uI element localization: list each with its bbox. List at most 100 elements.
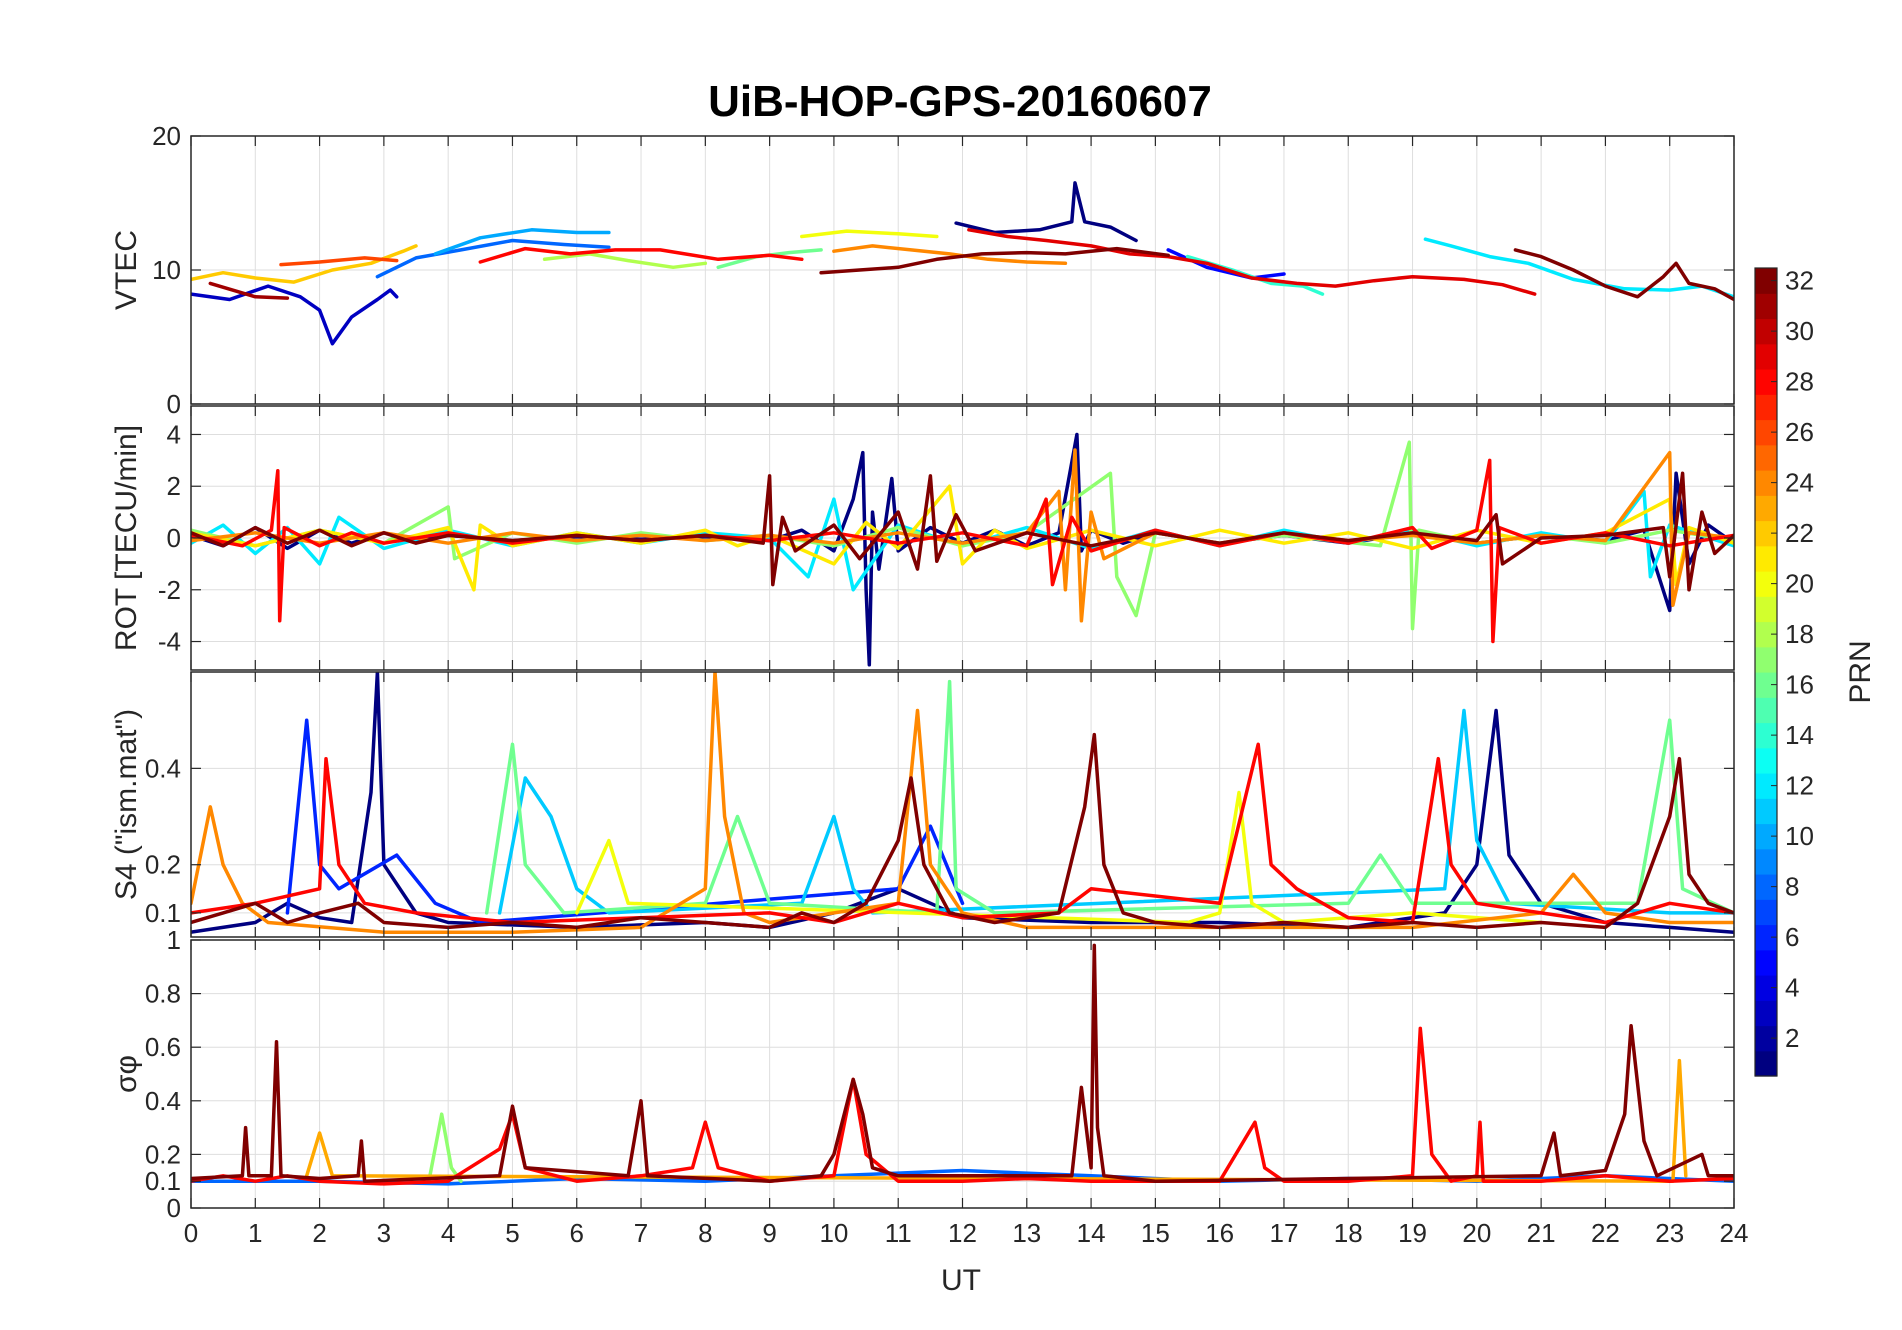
- colorbar-swatch: [1755, 495, 1777, 522]
- x-tick-label: 11: [885, 1218, 912, 1248]
- x-tick-label: 6: [570, 1218, 584, 1248]
- series-line-prn-17: [191, 440, 1734, 631]
- colorbar-tick-label: 4: [1785, 973, 1799, 1003]
- y-tick-label: 10: [152, 255, 181, 285]
- colorbar-tick-label: 24: [1785, 468, 1814, 498]
- y-tick-label: 0: [167, 1193, 181, 1223]
- series-group: [191, 432, 1734, 667]
- series-line-prn-3: [191, 284, 399, 346]
- colorbar-swatch: [1755, 369, 1777, 395]
- colorbar-swatch: [1755, 899, 1777, 926]
- series-group: [191, 943, 1734, 1186]
- colorbar-swatch: [1755, 621, 1777, 648]
- y-tick-label: 2: [167, 471, 181, 501]
- y-tick-label: 0: [167, 523, 181, 553]
- y-tick-label: -4: [158, 627, 181, 657]
- panel-2: -4 -2 0 2 4 ROT [TECU/min]: [110, 405, 1735, 671]
- colorbar-swatch: [1755, 470, 1777, 496]
- y-tick-label: -2: [158, 575, 181, 605]
- colorbar-swatch: [1755, 293, 1777, 320]
- series-line-prn-28: [191, 742, 1734, 925]
- series-line-prn-28: [191, 458, 1734, 644]
- colorbar-swatch: [1755, 596, 1777, 623]
- x-tick-label: 10: [819, 1218, 848, 1248]
- series-line-prn-8: [375, 238, 611, 279]
- series-line-prn-16: [484, 679, 1734, 915]
- series-line-prn-20: [800, 229, 939, 239]
- colorbar-tick-label: 28: [1785, 367, 1814, 397]
- x-tick-label: 14: [1077, 1218, 1106, 1248]
- x-tick-label: 0: [184, 1218, 198, 1248]
- series-line-prn-11: [497, 708, 1734, 915]
- y-tick-label: 0.4: [145, 753, 181, 783]
- colorbar-swatch: [1755, 646, 1777, 673]
- colorbar-swatch: [1755, 343, 1777, 370]
- panel-3: 0.1 0.2 0.4S4 ("ism.mat"): [110, 671, 1735, 938]
- x-tick-label: 24: [1720, 1218, 1749, 1248]
- colorbar-tick-label: 6: [1785, 922, 1799, 952]
- y-tick-label: 0.4: [145, 1086, 181, 1116]
- x-tick-label: 9: [762, 1218, 776, 1248]
- colorbar-swatch: [1755, 571, 1777, 597]
- colorbar-swatch: [1755, 268, 1777, 294]
- colorbar-swatch: [1755, 419, 1777, 446]
- y-axis-label: σφ: [110, 1055, 143, 1093]
- colorbar-label: PRN: [1844, 640, 1877, 703]
- x-axis-label: UT: [941, 1264, 981, 1297]
- colorbar-swatch: [1755, 949, 1777, 976]
- x-tick-label: 21: [1527, 1218, 1556, 1248]
- series-line-prn-32: [191, 732, 1734, 930]
- colorbar-tick-label: 12: [1785, 771, 1814, 801]
- series-line-prn-12: [1423, 237, 1734, 299]
- colorbar-swatch: [1755, 747, 1777, 774]
- colorbar-swatch: [1755, 520, 1777, 547]
- y-tick-label: 20: [152, 121, 181, 151]
- colorbar-tick-label: 26: [1785, 417, 1814, 447]
- colorbar-swatch: [1755, 697, 1777, 724]
- series-line-prn-32: [191, 471, 1734, 592]
- colorbar-swatch: [1755, 722, 1777, 749]
- colorbar-tick-label: 2: [1785, 1023, 1799, 1053]
- chart-title: UiB-HOP-GPS-20160607: [708, 77, 1212, 126]
- y-tick-label: 0.2: [145, 1139, 181, 1169]
- series-line-prn-32: [819, 246, 1170, 275]
- x-tick-labels: 0 1 2 3 4 5 6 7 8 9 10 11 12 13 14 15 16 17 18 19 20 21 22 23 24: [184, 1218, 1749, 1248]
- x-tick-label: 1: [248, 1218, 262, 1248]
- series-group: [191, 181, 1734, 346]
- series-line-prn-26: [279, 256, 399, 267]
- panel-1: 0 10 20 VTEC: [110, 121, 1735, 419]
- colorbar-swatch: [1755, 1050, 1777, 1077]
- x-tick-label: 7: [634, 1218, 648, 1248]
- series-line-prn-32: [1513, 248, 1734, 302]
- series-line-prn-6: [285, 718, 965, 925]
- series-line-prn-31: [208, 281, 290, 300]
- colorbar-swatch: [1755, 773, 1777, 799]
- panel-4: 00.10.2 0.4 0.6 0.8 1 σφ: [110, 925, 1735, 1223]
- colorbar-swatch: [1755, 874, 1777, 900]
- y-tick-label: 0.1: [145, 1166, 181, 1196]
- colorbar-tick-label: 20: [1785, 569, 1814, 599]
- colorbar-tick-label: 8: [1785, 872, 1799, 902]
- x-tick-label: 8: [698, 1218, 712, 1248]
- y-axis-label: VTEC: [110, 230, 143, 310]
- y-tick-label: 0.2: [145, 850, 181, 880]
- colorbar-swatch: [1755, 975, 1777, 1001]
- series-line-prn-1: [954, 181, 1138, 243]
- x-tick-label: 4: [441, 1218, 455, 1248]
- series-line-prn-24: [832, 244, 1068, 266]
- y-tick-label: 0.1: [145, 898, 181, 928]
- y-tick-label: 0.6: [145, 1032, 181, 1062]
- colorbar-swatch: [1755, 1000, 1777, 1027]
- colorbar-swatch: [1755, 545, 1777, 572]
- colorbar-tick-label: 18: [1785, 619, 1814, 649]
- colorbar-swatch: [1755, 848, 1777, 875]
- x-tick-label: 18: [1334, 1218, 1363, 1248]
- y-tick-label: 0.8: [145, 979, 181, 1009]
- x-tick-label: 20: [1462, 1218, 1491, 1248]
- y-tick-label: 4: [167, 419, 181, 449]
- x-tick-label: 22: [1591, 1218, 1620, 1248]
- x-tick-label: 13: [1012, 1218, 1041, 1248]
